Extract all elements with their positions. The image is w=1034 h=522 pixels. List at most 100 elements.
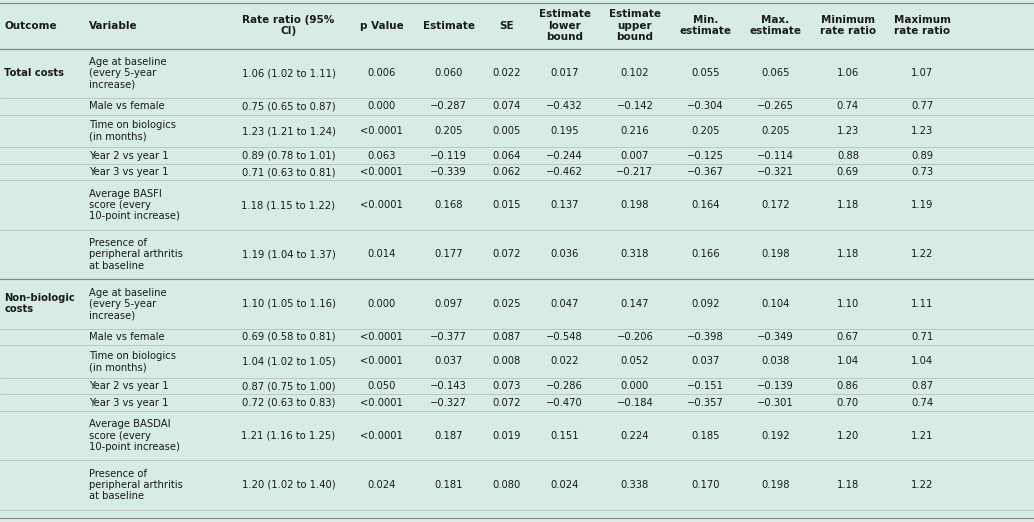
Text: 0.052: 0.052: [620, 357, 649, 366]
Text: 0.166: 0.166: [691, 250, 720, 259]
Text: −0.304: −0.304: [687, 101, 724, 111]
Text: 0.036: 0.036: [550, 250, 579, 259]
Text: 1.06: 1.06: [837, 68, 859, 78]
Text: 0.014: 0.014: [367, 250, 396, 259]
Text: −0.470: −0.470: [546, 398, 583, 408]
Text: −0.265: −0.265: [757, 101, 794, 111]
Text: 0.205: 0.205: [691, 126, 720, 136]
Text: 1.23: 1.23: [837, 126, 859, 136]
Text: 0.104: 0.104: [761, 299, 790, 309]
Text: 0.050: 0.050: [367, 381, 396, 391]
Text: 0.71 (0.63 to 0.81): 0.71 (0.63 to 0.81): [242, 167, 335, 177]
Text: 0.87 (0.75 to 1.00): 0.87 (0.75 to 1.00): [242, 381, 335, 391]
Text: 0.064: 0.064: [492, 151, 521, 161]
Text: Rate ratio (95%
CI): Rate ratio (95% CI): [242, 15, 335, 36]
Text: 0.022: 0.022: [550, 357, 579, 366]
Text: 0.195: 0.195: [550, 126, 579, 136]
Text: 0.019: 0.019: [492, 431, 521, 441]
Text: 1.18: 1.18: [837, 480, 859, 490]
Text: 0.015: 0.015: [492, 200, 521, 210]
Text: Presence of
peripheral arthritis
at baseline: Presence of peripheral arthritis at base…: [89, 469, 183, 501]
Text: Maximum
rate ratio: Maximum rate ratio: [893, 15, 951, 36]
Text: 0.055: 0.055: [691, 68, 720, 78]
Text: 1.18: 1.18: [837, 250, 859, 259]
Text: 1.10 (1.05 to 1.16): 1.10 (1.05 to 1.16): [242, 299, 335, 309]
Text: 0.047: 0.047: [550, 299, 579, 309]
Text: 0.092: 0.092: [691, 299, 720, 309]
Text: 0.67: 0.67: [837, 332, 859, 342]
Text: Total costs: Total costs: [4, 68, 64, 78]
Text: 0.198: 0.198: [620, 200, 649, 210]
Text: 0.000: 0.000: [620, 381, 649, 391]
Text: 0.006: 0.006: [367, 68, 396, 78]
Text: Variable: Variable: [89, 21, 138, 31]
Text: Estimate
lower
bound: Estimate lower bound: [539, 9, 590, 42]
Text: 1.18: 1.18: [837, 200, 859, 210]
Text: Average BASDAI
score (every
10-point increase): Average BASDAI score (every 10-point inc…: [89, 419, 180, 452]
Text: 0.89 (0.78 to 1.01): 0.89 (0.78 to 1.01): [242, 151, 335, 161]
Text: 1.18 (1.15 to 1.22): 1.18 (1.15 to 1.22): [242, 200, 335, 210]
Text: 0.185: 0.185: [691, 431, 720, 441]
Text: 0.89: 0.89: [911, 151, 934, 161]
Text: Average BASFI
score (every
10-point increase): Average BASFI score (every 10-point incr…: [89, 189, 180, 221]
Text: −0.367: −0.367: [687, 167, 724, 177]
Text: 1.11: 1.11: [911, 299, 934, 309]
Text: −0.206: −0.206: [616, 332, 653, 342]
Text: 0.72 (0.63 to 0.83): 0.72 (0.63 to 0.83): [242, 398, 335, 408]
Text: −0.377: −0.377: [430, 332, 467, 342]
Text: 0.87: 0.87: [911, 381, 934, 391]
Text: 1.19 (1.04 to 1.37): 1.19 (1.04 to 1.37): [242, 250, 335, 259]
Text: 0.024: 0.024: [550, 480, 579, 490]
Text: 0.025: 0.025: [492, 299, 521, 309]
Text: 0.170: 0.170: [691, 480, 720, 490]
Text: 0.038: 0.038: [761, 357, 790, 366]
Text: 0.338: 0.338: [620, 480, 649, 490]
Text: Year 3 vs year 1: Year 3 vs year 1: [89, 398, 169, 408]
Text: Min.
estimate: Min. estimate: [679, 15, 731, 36]
Text: 0.063: 0.063: [367, 151, 396, 161]
Text: <0.0001: <0.0001: [360, 332, 403, 342]
Text: 0.205: 0.205: [761, 126, 790, 136]
Text: 0.216: 0.216: [620, 126, 649, 136]
Text: Estimate: Estimate: [423, 21, 475, 31]
Text: 0.102: 0.102: [620, 68, 649, 78]
Text: −0.462: −0.462: [546, 167, 583, 177]
Text: 0.205: 0.205: [434, 126, 463, 136]
Text: −0.114: −0.114: [757, 151, 794, 161]
Text: Estimate
upper
bound: Estimate upper bound: [609, 9, 661, 42]
Text: 0.74: 0.74: [837, 101, 859, 111]
Text: 1.07: 1.07: [911, 68, 934, 78]
Text: Male vs female: Male vs female: [89, 332, 164, 342]
Text: <0.0001: <0.0001: [360, 431, 403, 441]
Text: 0.69: 0.69: [837, 167, 859, 177]
Text: −0.339: −0.339: [430, 167, 467, 177]
Text: −0.398: −0.398: [687, 332, 724, 342]
Text: 0.072: 0.072: [492, 250, 521, 259]
Text: 0.177: 0.177: [434, 250, 463, 259]
Text: 0.88: 0.88: [837, 151, 859, 161]
Text: 0.137: 0.137: [550, 200, 579, 210]
Text: 0.008: 0.008: [492, 357, 521, 366]
Text: −0.287: −0.287: [430, 101, 467, 111]
Text: <0.0001: <0.0001: [360, 200, 403, 210]
Text: 1.21 (1.16 to 1.25): 1.21 (1.16 to 1.25): [241, 431, 336, 441]
Text: −0.217: −0.217: [616, 167, 653, 177]
Text: Year 2 vs year 1: Year 2 vs year 1: [89, 381, 169, 391]
Text: <0.0001: <0.0001: [360, 398, 403, 408]
Text: 0.080: 0.080: [492, 480, 521, 490]
Text: −0.357: −0.357: [687, 398, 724, 408]
Text: 0.69 (0.58 to 0.81): 0.69 (0.58 to 0.81): [242, 332, 335, 342]
Text: 1.04: 1.04: [837, 357, 859, 366]
Text: 0.192: 0.192: [761, 431, 790, 441]
Text: −0.143: −0.143: [430, 381, 467, 391]
Text: 0.074: 0.074: [492, 101, 521, 111]
Text: −0.151: −0.151: [687, 381, 724, 391]
Text: −0.119: −0.119: [430, 151, 467, 161]
Text: −0.349: −0.349: [757, 332, 794, 342]
Text: Presence of
peripheral arthritis
at baseline: Presence of peripheral arthritis at base…: [89, 238, 183, 270]
Text: −0.286: −0.286: [546, 381, 583, 391]
Text: Male vs female: Male vs female: [89, 101, 164, 111]
Text: 0.86: 0.86: [837, 381, 859, 391]
Text: 1.20: 1.20: [837, 431, 859, 441]
Text: 0.022: 0.022: [492, 68, 521, 78]
